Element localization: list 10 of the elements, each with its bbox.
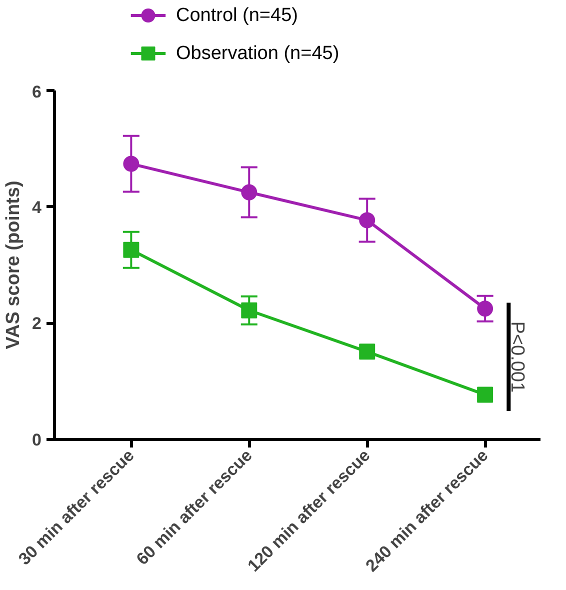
y-tick-label: 6 (32, 82, 42, 102)
point (359, 344, 376, 360)
point (477, 386, 494, 403)
y-tick-label: 4 (32, 198, 42, 217)
y-tick-label: 2 (32, 314, 42, 334)
y-axis-title: VAS score (points) (3, 180, 24, 350)
y-tick-label: 0 (32, 430, 42, 450)
legend-label: Control (n=45) (176, 5, 298, 26)
annotation: P<0.001 (506, 321, 528, 393)
legend-label: Observation (n=45) (176, 43, 340, 64)
